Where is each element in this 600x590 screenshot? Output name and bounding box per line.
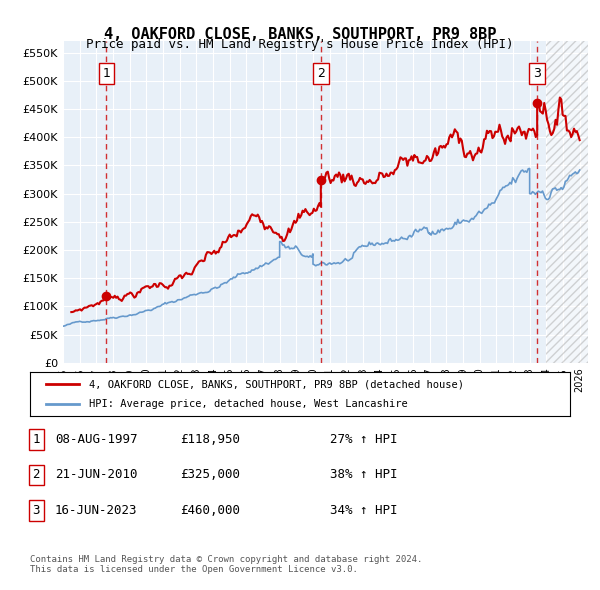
Text: Price paid vs. HM Land Registry's House Price Index (HPI): Price paid vs. HM Land Registry's House … bbox=[86, 38, 514, 51]
Text: £325,000: £325,000 bbox=[180, 468, 240, 481]
Text: 08-AUG-1997: 08-AUG-1997 bbox=[55, 433, 137, 446]
Text: 4, OAKFORD CLOSE, BANKS, SOUTHPORT, PR9 8BP: 4, OAKFORD CLOSE, BANKS, SOUTHPORT, PR9 … bbox=[104, 27, 496, 41]
Text: Contains HM Land Registry data © Crown copyright and database right 2024.
This d: Contains HM Land Registry data © Crown c… bbox=[30, 555, 422, 574]
Text: HPI: Average price, detached house, West Lancashire: HPI: Average price, detached house, West… bbox=[89, 399, 408, 408]
Text: 16-JUN-2023: 16-JUN-2023 bbox=[55, 504, 137, 517]
Bar bbox=[547, 41, 588, 363]
Text: 27% ↑ HPI: 27% ↑ HPI bbox=[330, 433, 398, 446]
Text: 34% ↑ HPI: 34% ↑ HPI bbox=[330, 504, 398, 517]
Text: 2: 2 bbox=[317, 67, 325, 80]
Text: £460,000: £460,000 bbox=[180, 504, 240, 517]
Text: 3: 3 bbox=[32, 504, 40, 517]
Text: 38% ↑ HPI: 38% ↑ HPI bbox=[330, 468, 398, 481]
Text: 4, OAKFORD CLOSE, BANKS, SOUTHPORT, PR9 8BP (detached house): 4, OAKFORD CLOSE, BANKS, SOUTHPORT, PR9 … bbox=[89, 379, 464, 389]
Text: 2: 2 bbox=[32, 468, 40, 481]
Text: 21-JUN-2010: 21-JUN-2010 bbox=[55, 468, 137, 481]
Text: £118,950: £118,950 bbox=[180, 433, 240, 446]
Text: 3: 3 bbox=[533, 67, 541, 80]
Text: 1: 1 bbox=[32, 433, 40, 446]
Text: 1: 1 bbox=[103, 67, 110, 80]
